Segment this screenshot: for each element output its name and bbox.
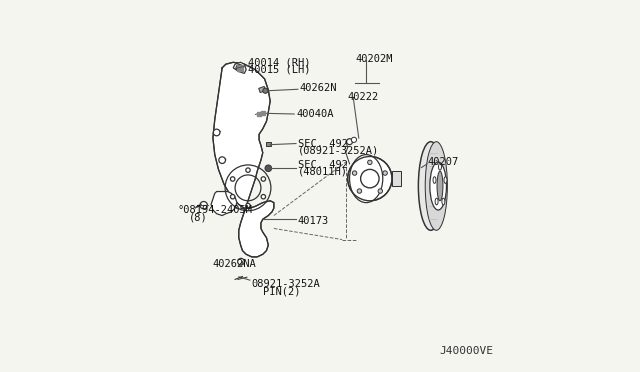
Text: PIN(2): PIN(2) xyxy=(263,286,300,296)
Text: 08921-3252A: 08921-3252A xyxy=(252,279,321,289)
Circle shape xyxy=(236,64,243,71)
Circle shape xyxy=(263,88,268,93)
Text: SEC. 492: SEC. 492 xyxy=(298,160,348,170)
Text: (08921-3252A): (08921-3252A) xyxy=(298,145,379,155)
Text: 40207: 40207 xyxy=(427,157,458,167)
Text: 40262N: 40262N xyxy=(300,83,337,93)
Circle shape xyxy=(353,171,356,175)
Circle shape xyxy=(357,189,362,193)
Ellipse shape xyxy=(438,163,442,170)
Text: °08194-2405M: °08194-2405M xyxy=(178,205,253,215)
Text: 40202M: 40202M xyxy=(355,54,392,64)
Ellipse shape xyxy=(442,198,445,205)
Ellipse shape xyxy=(419,142,443,230)
Polygon shape xyxy=(213,62,274,257)
Ellipse shape xyxy=(433,177,436,183)
Bar xyxy=(259,86,266,93)
Text: SEC. 492: SEC. 492 xyxy=(298,138,348,148)
Text: 40015 (LH): 40015 (LH) xyxy=(248,65,310,75)
Polygon shape xyxy=(233,62,246,73)
Text: 40173: 40173 xyxy=(298,216,329,226)
Ellipse shape xyxy=(349,155,383,203)
Ellipse shape xyxy=(435,198,438,205)
Text: 40040A: 40040A xyxy=(296,109,333,119)
Circle shape xyxy=(246,203,250,208)
Circle shape xyxy=(261,177,266,181)
Ellipse shape xyxy=(437,171,443,201)
Text: J40000VE: J40000VE xyxy=(440,346,493,356)
Circle shape xyxy=(230,177,235,181)
Text: 40222: 40222 xyxy=(348,92,379,102)
Circle shape xyxy=(383,171,387,175)
Text: 40014 (RH): 40014 (RH) xyxy=(248,57,310,67)
Circle shape xyxy=(347,139,353,145)
Circle shape xyxy=(237,259,244,265)
Circle shape xyxy=(246,168,250,172)
Circle shape xyxy=(219,157,225,163)
Polygon shape xyxy=(211,192,237,215)
Circle shape xyxy=(378,189,383,193)
Circle shape xyxy=(265,165,271,171)
Circle shape xyxy=(351,137,356,142)
Circle shape xyxy=(348,157,392,201)
Circle shape xyxy=(200,202,207,209)
Circle shape xyxy=(261,195,266,199)
Bar xyxy=(266,142,271,146)
Text: (48011H): (48011H) xyxy=(298,167,348,177)
Polygon shape xyxy=(392,171,401,186)
Ellipse shape xyxy=(425,142,447,230)
Circle shape xyxy=(213,129,220,136)
Text: 40262NA: 40262NA xyxy=(213,259,257,269)
Circle shape xyxy=(230,195,235,199)
Text: (8): (8) xyxy=(189,212,207,222)
Ellipse shape xyxy=(444,177,447,183)
Circle shape xyxy=(367,160,372,164)
Ellipse shape xyxy=(430,162,447,210)
